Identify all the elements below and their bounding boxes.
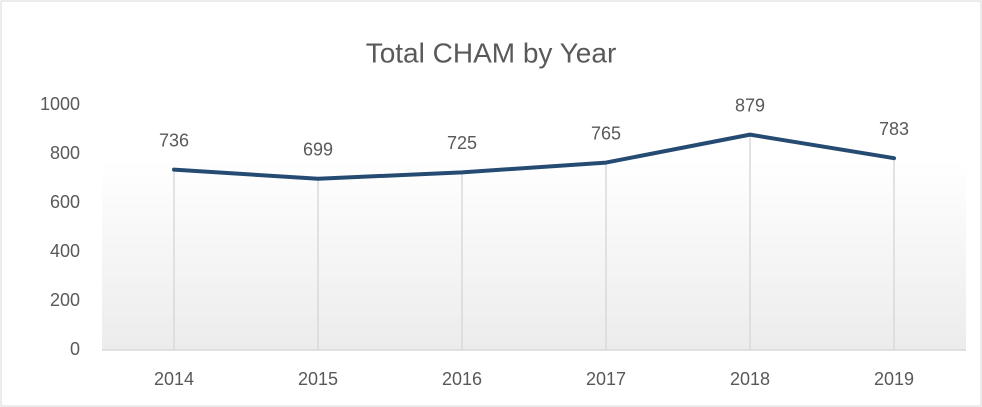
chart-title: Total CHAM by Year [366,37,617,68]
y-tick-label: 200 [50,290,80,310]
plot-background [102,160,966,350]
y-tick-label: 400 [50,241,80,261]
x-tick-label: 2019 [874,369,914,389]
x-tick-label: 2015 [298,369,338,389]
x-tick-label: 2018 [730,369,770,389]
x-tick-label: 2014 [154,369,194,389]
data-label: 725 [447,133,477,153]
data-label: 783 [879,119,909,139]
x-tick-label: 2017 [586,369,626,389]
y-tick-label: 0 [70,339,80,359]
data-label: 765 [591,123,621,143]
line [172,132,896,181]
data-label: 699 [303,139,333,159]
x-tick-label: 2016 [442,369,482,389]
y-tick-label: 1000 [40,94,80,114]
y-tick-label: 800 [50,143,80,163]
data-label: 879 [735,95,765,115]
data-label: 736 [159,130,189,150]
y-tick-label: 600 [50,192,80,212]
